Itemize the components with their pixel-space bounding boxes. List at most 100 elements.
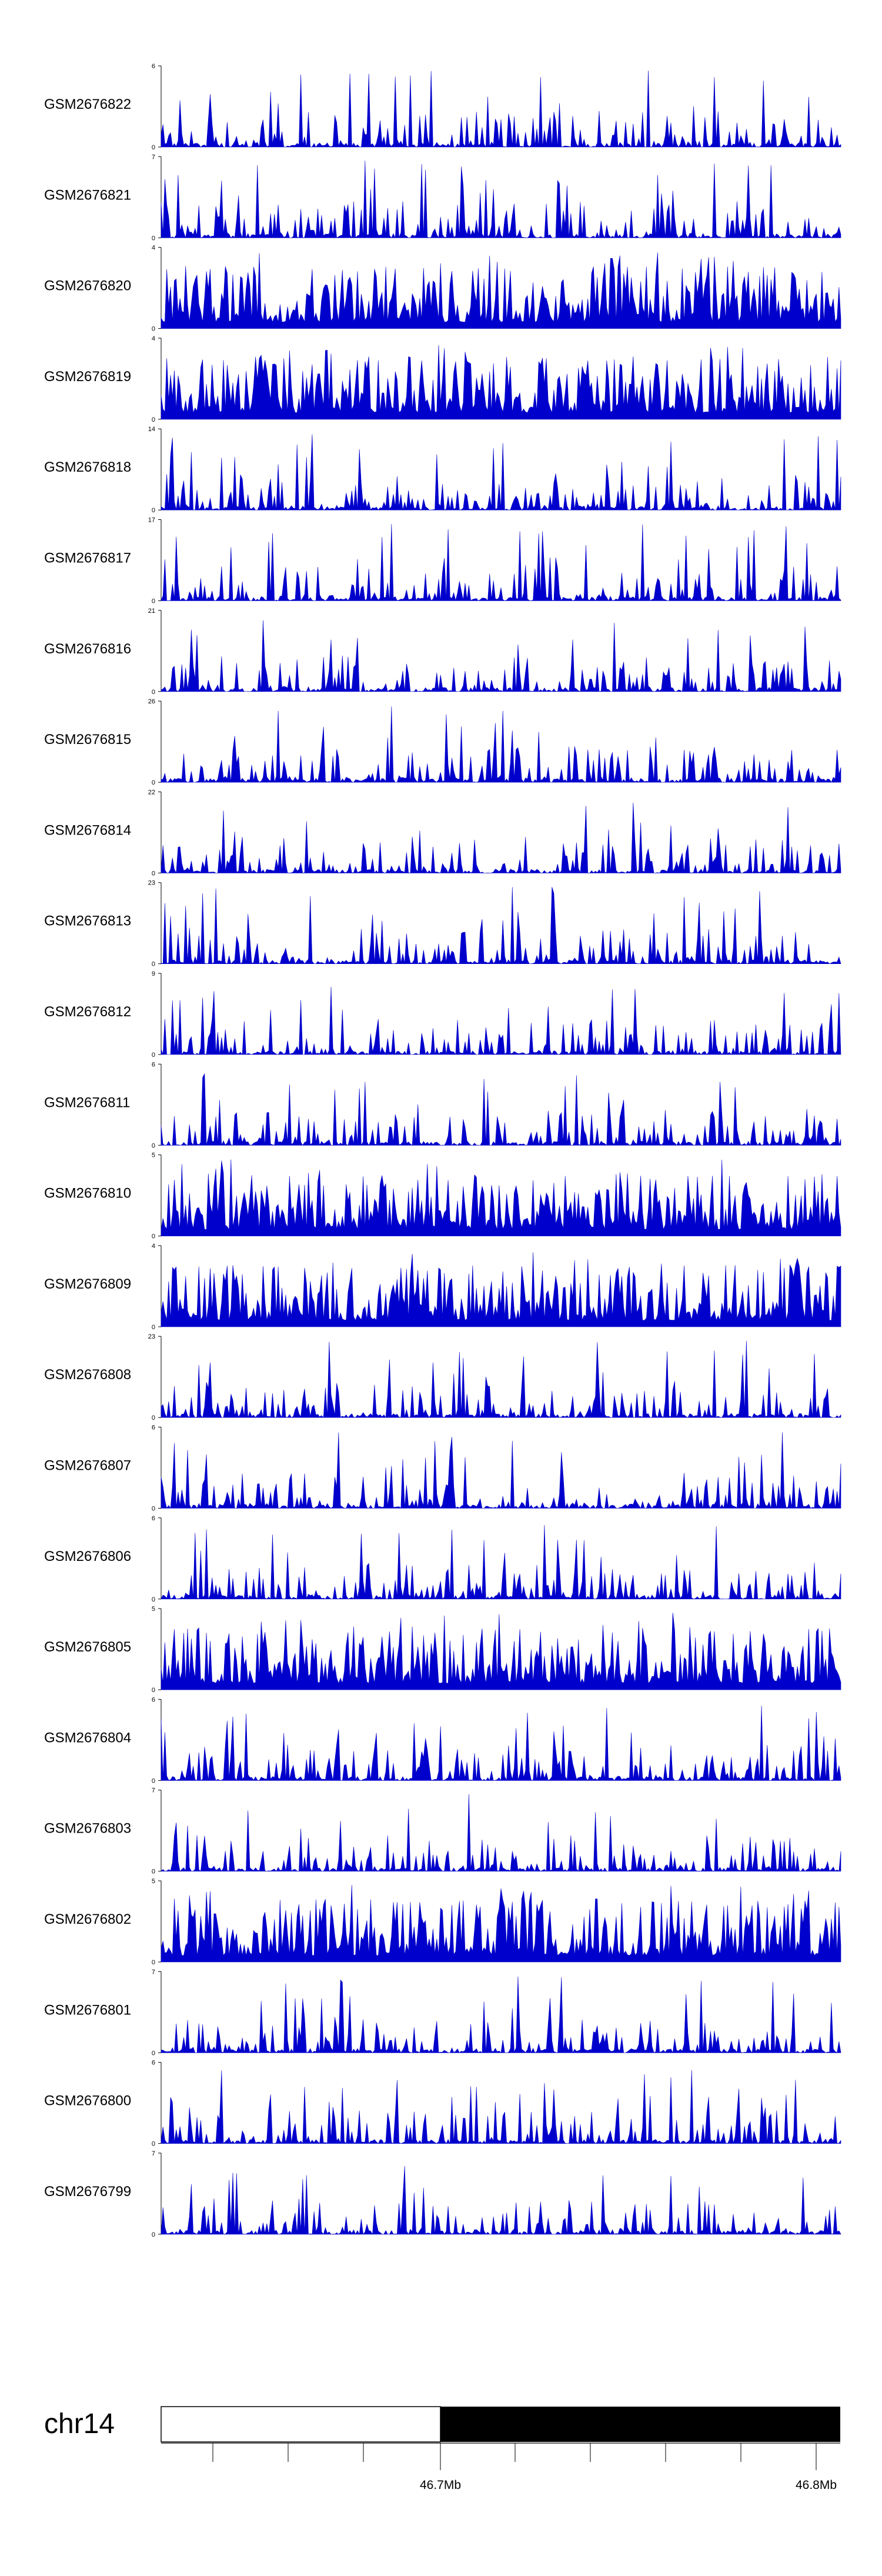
y-min-label: 0 bbox=[152, 1324, 155, 1331]
signal-area bbox=[161, 620, 841, 692]
y-max-label: 23 bbox=[148, 880, 155, 887]
signal-area bbox=[161, 2070, 841, 2144]
signal-area bbox=[161, 524, 841, 602]
track-GSM2676812: GSM2676812 9 0 bbox=[44, 970, 841, 1059]
y-min-label: 0 bbox=[152, 961, 155, 968]
y-max-label: 7 bbox=[152, 2150, 155, 2157]
track-label: GSM2676810 bbox=[44, 1186, 131, 1202]
track-label: GSM2676806 bbox=[44, 1549, 131, 1564]
y-max-label: 9 bbox=[152, 970, 155, 977]
track-label: GSM2676803 bbox=[44, 1821, 131, 1837]
track-label: GSM2676812 bbox=[44, 1004, 131, 1020]
track-label: GSM2676805 bbox=[44, 1639, 131, 1655]
y-max-label: 6 bbox=[152, 1696, 155, 1703]
track-GSM2676819: GSM2676819 4 0 bbox=[44, 335, 841, 423]
y-min-label: 0 bbox=[152, 689, 155, 696]
track-label: GSM2676807 bbox=[44, 1458, 131, 1474]
y-max-label: 4 bbox=[152, 245, 155, 252]
track-GSM2676816: GSM2676816 21 0 bbox=[44, 608, 841, 696]
y-max-label: 6 bbox=[152, 1424, 155, 1432]
y-min-label: 0 bbox=[152, 1596, 155, 1603]
y-max-label: 7 bbox=[152, 1787, 155, 1794]
chromosome-axis: chr14 46.7Mb 46.8Mb bbox=[44, 2406, 840, 2492]
track-label: GSM2676815 bbox=[44, 732, 131, 748]
signal-area bbox=[161, 1884, 841, 1963]
signal-area bbox=[161, 1613, 841, 1690]
y-min-label: 0 bbox=[152, 144, 155, 151]
ideogram-filled-region bbox=[440, 2407, 840, 2442]
track-GSM2676809: GSM2676809 4 0 bbox=[44, 1243, 841, 1331]
y-max-label: 26 bbox=[148, 698, 155, 705]
y-max-label: 21 bbox=[148, 608, 155, 615]
track-GSM2676808: GSM2676808 23 0 bbox=[44, 1333, 841, 1422]
chromosome-label: chr14 bbox=[44, 2408, 115, 2440]
y-min-label: 0 bbox=[152, 2141, 155, 2148]
y-min-label: 0 bbox=[152, 507, 155, 514]
y-max-label: 6 bbox=[152, 63, 155, 70]
track-GSM2676813: GSM2676813 23 0 bbox=[44, 880, 841, 968]
y-min-label: 0 bbox=[152, 598, 155, 605]
track-label: GSM2676799 bbox=[44, 2184, 131, 2200]
track-label: GSM2676800 bbox=[44, 2093, 131, 2109]
track-GSM2676820: GSM2676820 4 0 bbox=[44, 245, 841, 333]
signal-area bbox=[161, 1252, 841, 1327]
track-GSM2676810: GSM2676810 5 0 bbox=[44, 1152, 841, 1240]
y-min-label: 0 bbox=[152, 779, 155, 786]
signal-area bbox=[161, 2165, 841, 2235]
track-GSM2676807: GSM2676807 6 0 bbox=[44, 1424, 841, 1513]
track-GSM2676801: GSM2676801 7 0 bbox=[44, 1968, 841, 2057]
y-min-label: 0 bbox=[152, 1868, 155, 1876]
track-label: GSM2676801 bbox=[44, 2002, 131, 2018]
y-max-label: 22 bbox=[148, 789, 155, 796]
track-GSM2676817: GSM2676817 17 0 bbox=[44, 517, 841, 605]
tick-label-2: 46.8Mb bbox=[796, 2478, 837, 2492]
track-GSM2676818: GSM2676818 14 0 bbox=[44, 426, 841, 514]
track-GSM2676811: GSM2676811 6 0 bbox=[44, 1061, 841, 1149]
track-label: GSM2676820 bbox=[44, 278, 131, 294]
signal-area bbox=[161, 1159, 841, 1236]
y-max-label: 5 bbox=[152, 1878, 155, 1885]
y-max-label: 4 bbox=[152, 1243, 155, 1250]
track-label: GSM2676802 bbox=[44, 1911, 131, 1927]
y-max-label: 4 bbox=[152, 335, 155, 342]
track-label: GSM2676813 bbox=[44, 913, 131, 929]
y-min-label: 0 bbox=[152, 1777, 155, 1784]
y-max-label: 7 bbox=[152, 1968, 155, 1976]
track-label: GSM2676804 bbox=[44, 1730, 131, 1746]
track-label: GSM2676811 bbox=[44, 1095, 130, 1110]
track-label: GSM2676808 bbox=[44, 1367, 131, 1383]
track-GSM2676804: GSM2676804 6 0 bbox=[44, 1696, 841, 1784]
y-max-label: 5 bbox=[152, 1606, 155, 1613]
y-min-label: 0 bbox=[152, 235, 155, 242]
signal-area bbox=[161, 71, 841, 148]
y-max-label: 6 bbox=[152, 1515, 155, 1522]
track-GSM2676821: GSM2676821 7 0 bbox=[44, 154, 841, 242]
signal-area bbox=[161, 434, 841, 511]
y-min-label: 0 bbox=[152, 1959, 155, 1966]
y-min-label: 0 bbox=[152, 416, 155, 423]
axis-ticks bbox=[212, 2443, 817, 2470]
signal-area bbox=[161, 1525, 841, 1600]
track-label: GSM2676818 bbox=[44, 459, 131, 475]
signal-area bbox=[161, 802, 841, 874]
y-min-label: 0 bbox=[152, 1687, 155, 1694]
ideogram-empty-region bbox=[161, 2406, 441, 2442]
track-GSM2676806: GSM2676806 6 0 bbox=[44, 1515, 841, 1603]
y-min-label: 0 bbox=[152, 1233, 155, 1240]
signal-area bbox=[161, 161, 841, 239]
y-max-label: 17 bbox=[148, 517, 155, 524]
track-label: GSM2676814 bbox=[44, 822, 131, 838]
signal-area bbox=[161, 887, 841, 965]
track-label: GSM2676816 bbox=[44, 641, 131, 657]
y-min-label: 0 bbox=[152, 870, 155, 877]
signal-area bbox=[161, 345, 841, 420]
signal-area bbox=[161, 1794, 841, 1872]
signal-area bbox=[161, 1340, 841, 1419]
track-GSM2676799: GSM2676799 7 0 bbox=[44, 2150, 841, 2238]
y-max-label: 5 bbox=[152, 1152, 155, 1159]
track-GSM2676822: GSM2676822 6 0 bbox=[44, 63, 841, 151]
y-max-label: 14 bbox=[148, 426, 155, 433]
signal-area bbox=[161, 252, 841, 329]
tick-label-1: 46.7Mb bbox=[420, 2478, 461, 2492]
